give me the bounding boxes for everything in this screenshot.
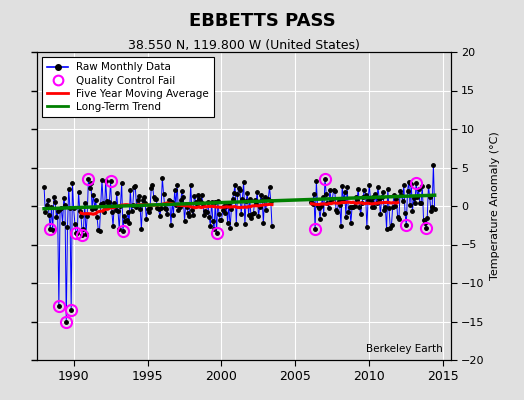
Text: EBBETTS PASS: EBBETTS PASS [189, 12, 335, 30]
Text: Berkeley Earth: Berkeley Earth [366, 344, 442, 354]
Legend: Raw Monthly Data, Quality Control Fail, Five Year Moving Average, Long-Term Tren: Raw Monthly Data, Quality Control Fail, … [42, 57, 214, 117]
Title: 38.550 N, 119.800 W (United States): 38.550 N, 119.800 W (United States) [128, 39, 359, 52]
Y-axis label: Temperature Anomaly (°C): Temperature Anomaly (°C) [490, 132, 500, 280]
